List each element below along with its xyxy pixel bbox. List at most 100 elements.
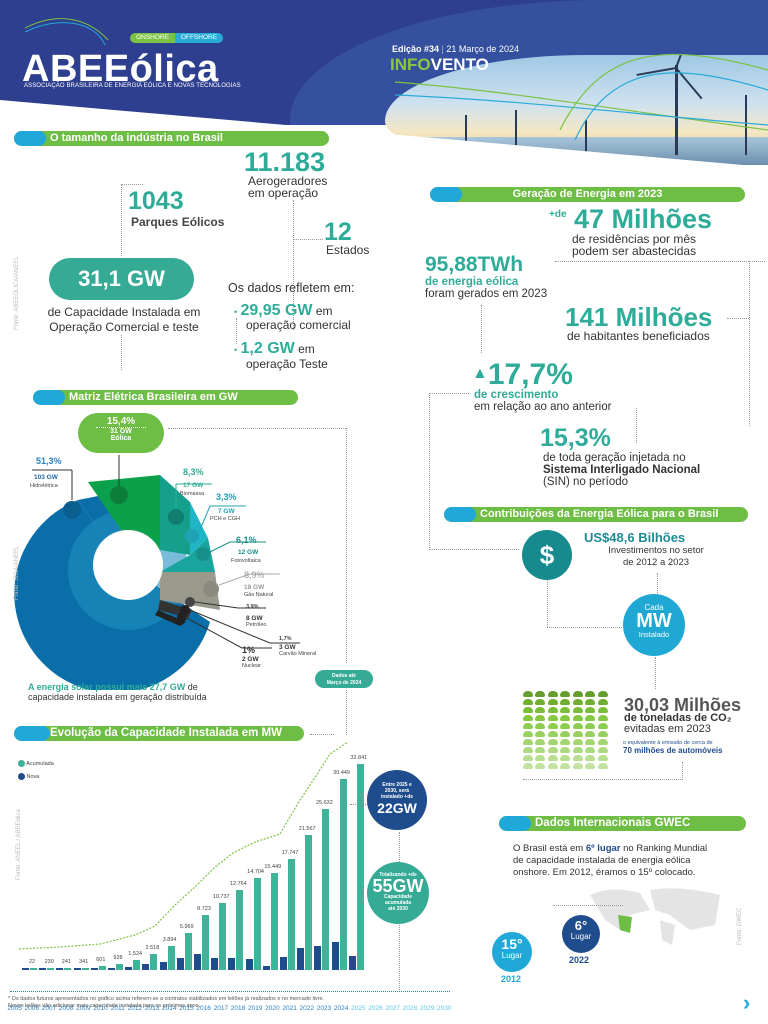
car-icon: [523, 691, 533, 697]
bar-accumulated: [356, 764, 364, 970]
year-label: 2005: [7, 1005, 22, 1012]
states-label: Estados: [326, 243, 370, 257]
legend-acumulada: Acumulada: [18, 760, 54, 767]
commercial-label: operação comercial: [246, 318, 351, 332]
car-icon: [560, 747, 571, 753]
bar-accumulated: [184, 932, 192, 970]
car-icon: [535, 715, 546, 721]
gas-pct: 8,9%: [244, 570, 265, 580]
car-icon: [523, 731, 533, 737]
offshore-pill: OFFSHORE: [175, 33, 223, 43]
bar-accumulated: [288, 858, 295, 970]
bar-accumulated: [167, 945, 175, 970]
gas-gw: 18 GW: [244, 584, 265, 591]
coal-pct: 1,7%: [279, 636, 292, 642]
bar-group: 241: [56, 763, 74, 970]
car-icon: [560, 723, 571, 729]
legend-nova: Nova: [18, 773, 39, 780]
car-icon: [560, 763, 571, 769]
car-icon: [597, 739, 608, 745]
car-icon: [547, 763, 558, 769]
year-label: 2006: [24, 1005, 40, 1012]
capacity-pill: 31,1 GW: [49, 258, 194, 300]
car-icon: [523, 755, 533, 761]
bar-group: 2.518: [142, 763, 160, 970]
wind-pill: 15,4% 31 GW Eólica: [78, 413, 164, 453]
car-icon: [585, 715, 596, 721]
homes-value: 47 Milhões: [574, 204, 713, 234]
car-icon: [535, 739, 546, 745]
car-icon: [547, 699, 558, 705]
bar-value-label: 5.969: [179, 923, 194, 930]
car-icon: [523, 763, 533, 769]
future-total-circle: Totalizando +de 55GW Capacidade acumulad…: [367, 862, 429, 924]
rank-2012-circle: 15° Lugar: [492, 932, 532, 972]
bar-new: [159, 961, 167, 970]
bar-new: [228, 958, 236, 970]
car-icon: [572, 739, 583, 745]
bar-new: [314, 946, 322, 970]
capacity-label: de Capacidade Instalada em Operação Comer…: [47, 305, 201, 334]
oil-gw: 8 GW: [246, 615, 263, 622]
year-label: 2023: [316, 1005, 332, 1012]
car-icon: [585, 747, 596, 753]
twh-label: de energia eólica foram gerados em 2023: [425, 276, 548, 300]
pch-pct: 3,3%: [216, 492, 237, 502]
car-icon: [560, 739, 571, 745]
bar-new: [142, 964, 150, 970]
section-bar-generation: Geração de Energia em 2023: [430, 187, 745, 202]
bar-group: 10.737: [211, 763, 230, 970]
industry-source: Fonte: ABEEÓLICA/ANEEL: [14, 256, 20, 330]
test-item: • 1,2 GW em: [234, 340, 315, 357]
section-title-generation: Geração de Energia em 2023: [512, 188, 663, 200]
year-label: 2015: [179, 1005, 194, 1012]
car-icon: [572, 699, 583, 705]
car-icon: [547, 715, 558, 721]
invest-value: US$48,6 Bilhões: [584, 530, 686, 545]
car-icon: [535, 707, 546, 713]
car-icon: [597, 707, 608, 713]
trend-line: [18, 741, 349, 950]
car-icon: [572, 723, 583, 729]
car-icon: [597, 715, 608, 721]
year-label: 2010: [93, 1005, 108, 1012]
bar-group: 14.704: [245, 763, 264, 970]
growth-label: de crescimento em relação ao ano anterior: [474, 389, 612, 413]
bar-group: 928: [108, 763, 126, 970]
bar-accumulated: [305, 834, 313, 970]
matrix-source: Fonte: SIGA/ANEEL: [14, 545, 20, 600]
hydro-pct: 51,3%: [36, 456, 62, 466]
bar-group: 5.969: [176, 763, 195, 970]
footnote: * Os dados futuros apresentados no gráfi…: [8, 996, 325, 1009]
car-icon: [523, 723, 533, 729]
section-title-matrix: Matriz Elétrica Brasileira em GW: [69, 391, 238, 403]
car-icon: [560, 715, 571, 721]
next-page-chevron-icon[interactable]: ›: [743, 990, 751, 1015]
bar-group: 341: [73, 763, 92, 970]
bar-value-label: 601: [96, 957, 106, 964]
bar-value-label: 2.518: [145, 945, 160, 952]
car-icon: [585, 739, 596, 745]
car-icon: [523, 747, 533, 753]
people-value: 141 Milhões: [565, 302, 713, 332]
car-icon: [572, 747, 583, 753]
bar-accumulated: [133, 960, 141, 970]
growth-value: ▲17,7%: [472, 358, 573, 391]
nuclear-name: Nuclear: [242, 663, 261, 669]
section-bar-matrix: Matriz Elétrica Brasileira em GW: [33, 390, 298, 405]
year-axis: 2005 2006 2007 2008 2009 2010 2011 2012 2013 2014…: [6, 1005, 453, 1012]
nuclear-pct: 1%: [242, 645, 256, 655]
turbines-value: 11.183: [244, 147, 326, 177]
car-icon: [547, 747, 558, 753]
world-map-icon: [590, 888, 720, 945]
abeeolica-logo: ABEEólica: [22, 48, 219, 90]
car-icon: [535, 747, 546, 753]
year-label: 2016: [196, 1005, 211, 1012]
gwec-text: O Brasil está em 6º lugar no Ranking Mun…: [513, 843, 708, 878]
bio-gw: 17 GW: [183, 482, 204, 489]
bar-new: [108, 968, 115, 970]
bar-value-label: 241: [61, 959, 71, 965]
rank-2022-circle: 6° Lugar: [562, 915, 600, 953]
bar-value-label: 14.704: [247, 868, 264, 875]
solar-note: A energia solar possui mais 27,7 GW de ca…: [28, 682, 207, 702]
